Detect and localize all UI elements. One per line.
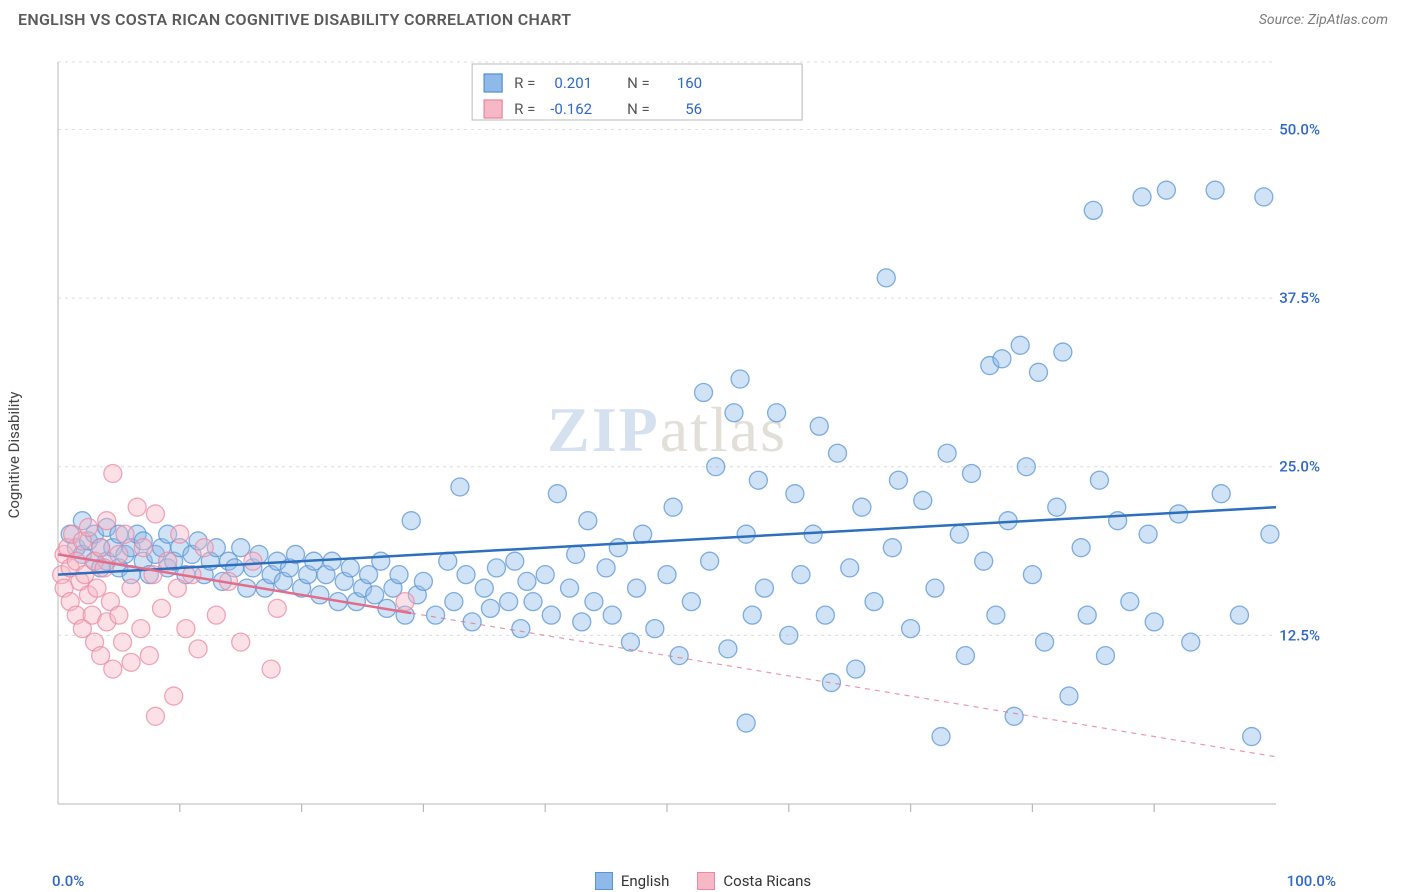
svg-text:12.5%: 12.5% bbox=[1279, 626, 1320, 644]
legend-bottom: English Costa Ricans bbox=[0, 872, 1406, 890]
svg-text:56: 56 bbox=[685, 100, 702, 118]
legend-item-english: English bbox=[595, 872, 670, 890]
svg-text:25.0%: 25.0% bbox=[1279, 458, 1320, 476]
chart-header: ENGLISH VS COSTA RICAN COGNITIVE DISABIL… bbox=[0, 0, 1406, 35]
chart-source: Source: ZipAtlas.com bbox=[1259, 12, 1388, 28]
svg-text:R =: R = bbox=[514, 74, 535, 92]
y-axis-label: Cognitive Disability bbox=[5, 392, 23, 519]
svg-text:0.201: 0.201 bbox=[554, 74, 592, 92]
svg-text:R =: R = bbox=[514, 100, 535, 118]
svg-text:N =: N = bbox=[627, 74, 650, 92]
swatch-english bbox=[595, 872, 613, 890]
svg-text:50.0%: 50.0% bbox=[1279, 120, 1320, 138]
svg-text:-0.162: -0.162 bbox=[550, 100, 592, 118]
chart-title: ENGLISH VS COSTA RICAN COGNITIVE DISABIL… bbox=[18, 10, 571, 29]
scatter-chart: 12.5% 25.0% 37.5% 50.0% ZIPatlas R = 0.201 N = 1… bbox=[52, 44, 1336, 840]
svg-text:N =: N = bbox=[627, 100, 650, 118]
swatch-costa-ricans bbox=[697, 872, 715, 890]
legend-item-costa-ricans: Costa Ricans bbox=[697, 872, 811, 890]
svg-text:37.5%: 37.5% bbox=[1279, 289, 1320, 307]
svg-text:160: 160 bbox=[677, 74, 702, 92]
chart-area: 12.5% 25.0% 37.5% 50.0% ZIPatlas R = 0.201 N = 1… bbox=[52, 44, 1336, 840]
svg-text:ZIPatlas: ZIPatlas bbox=[547, 394, 787, 465]
